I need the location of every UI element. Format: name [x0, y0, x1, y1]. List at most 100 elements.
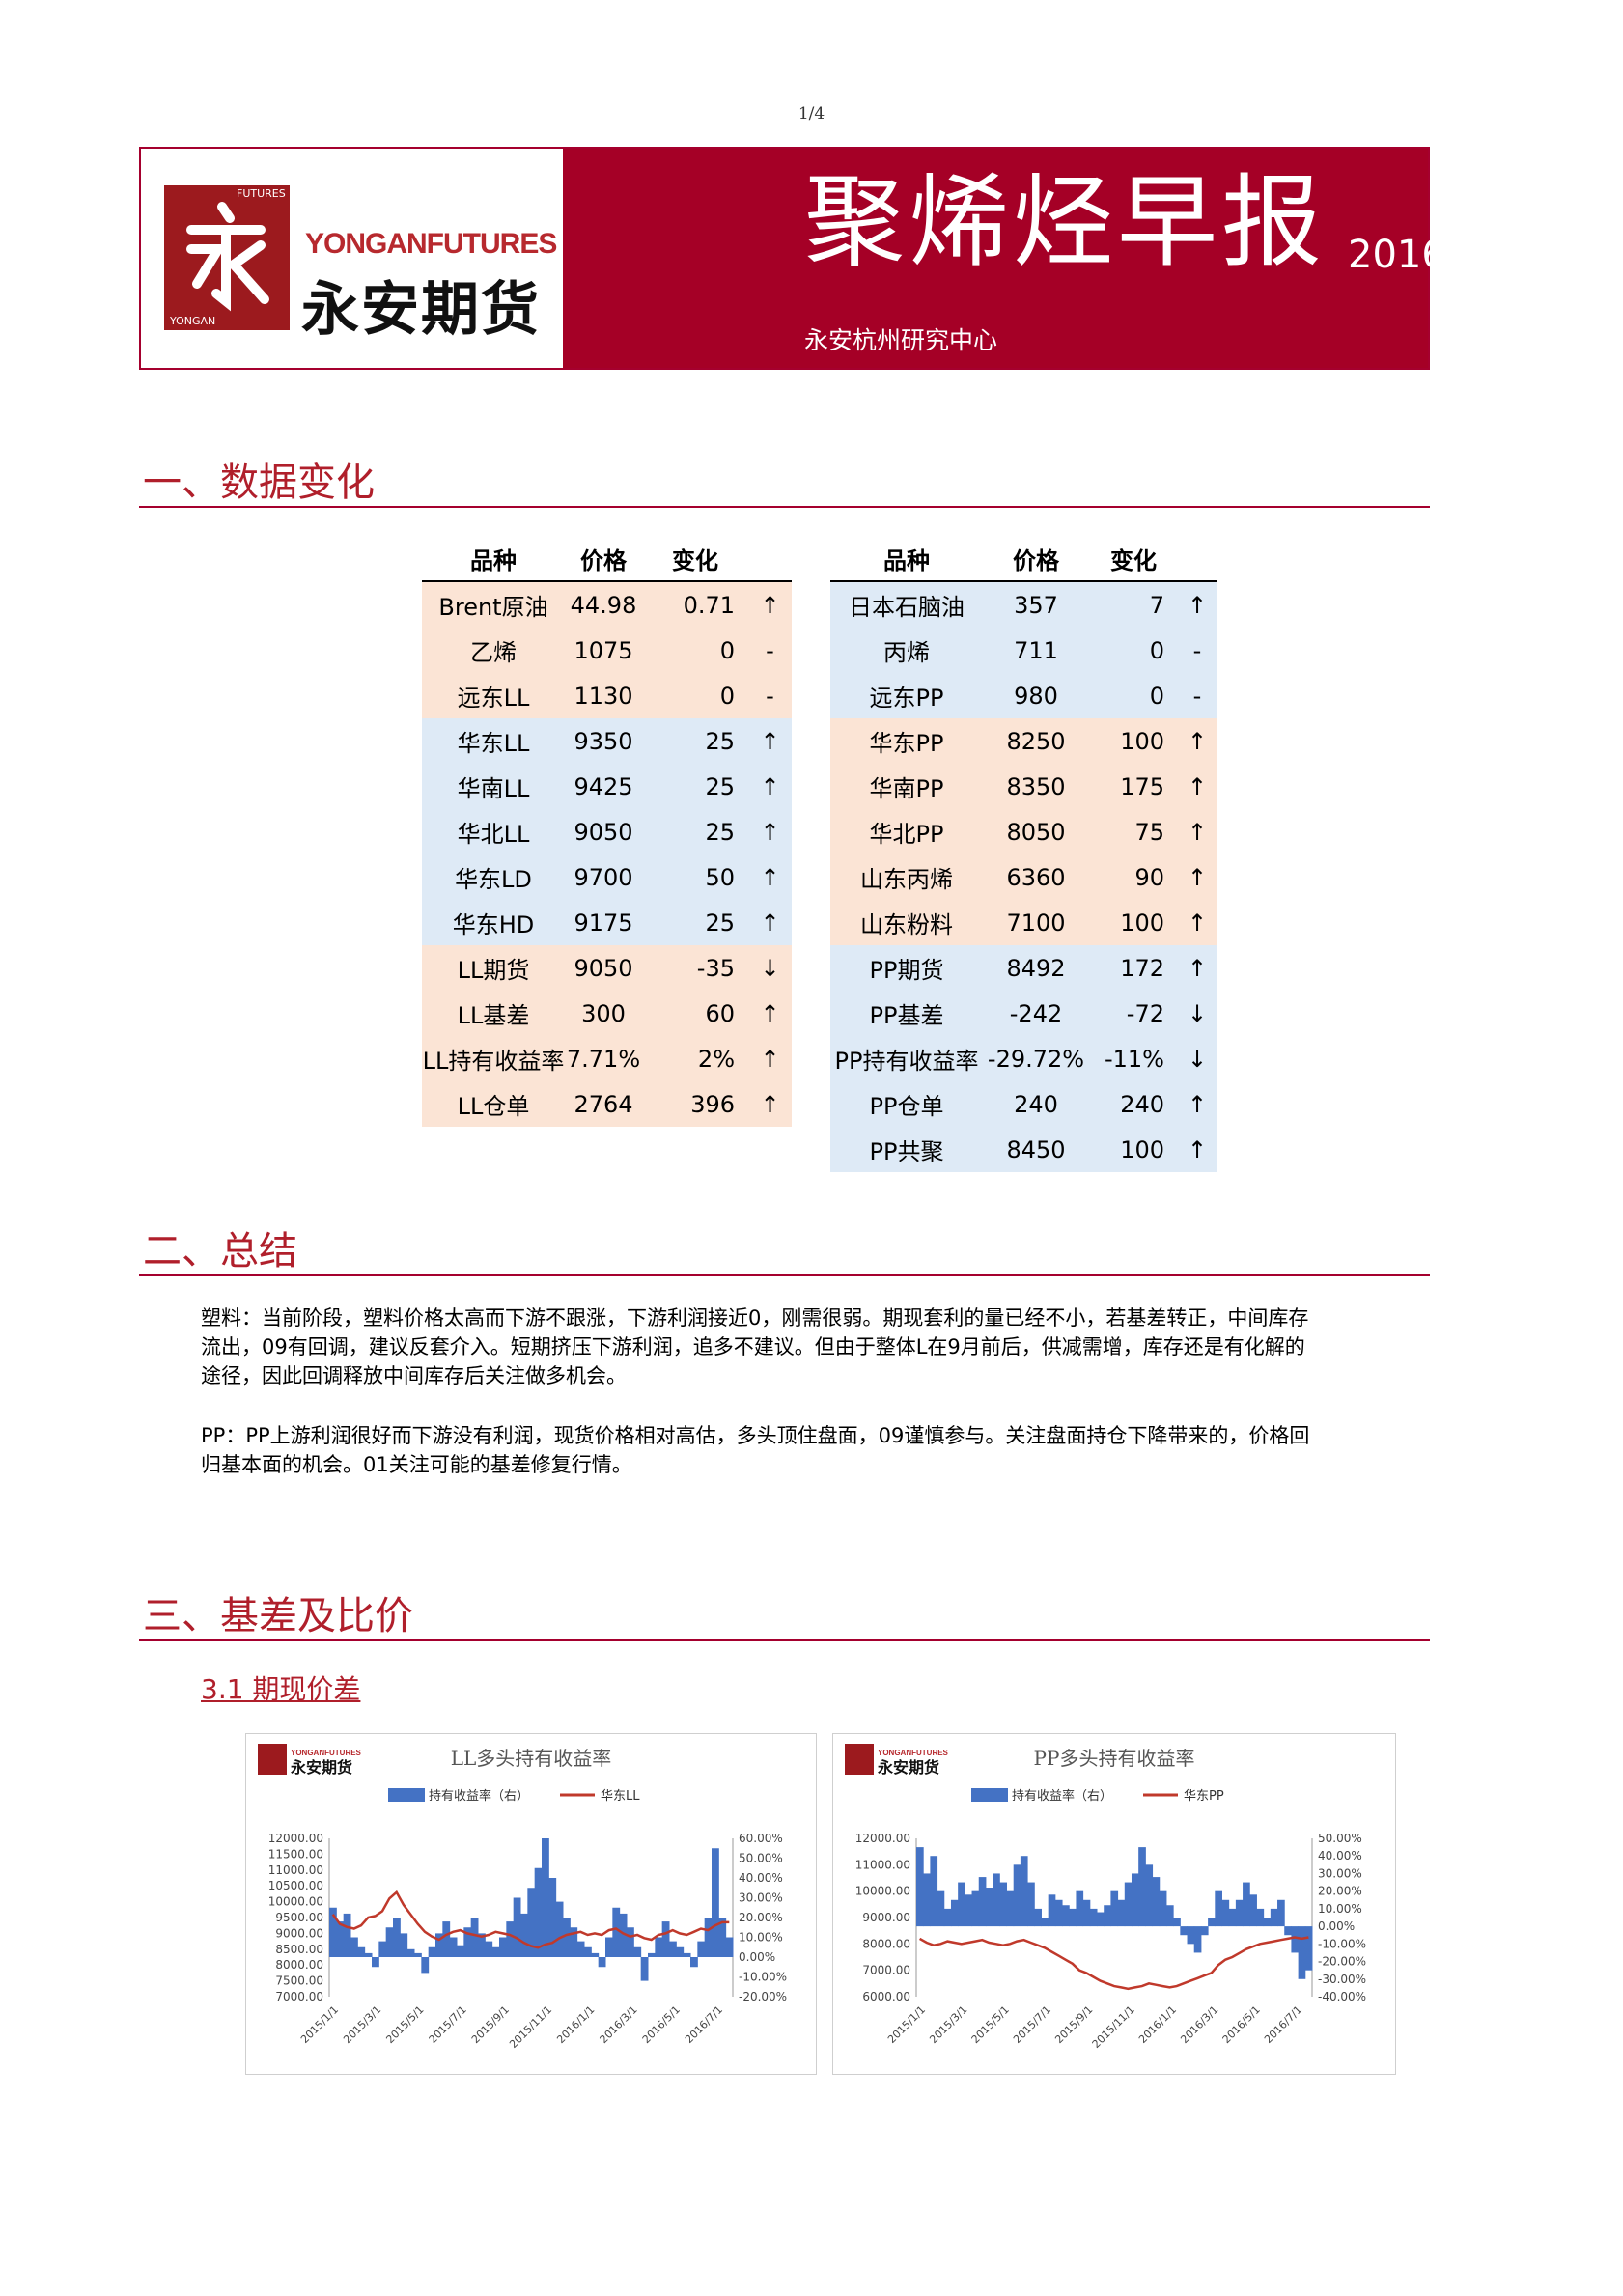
table-row: PP仓单 240 240 ↑	[830, 1081, 1217, 1127]
cell-variety: PP期货	[869, 957, 944, 984]
cell-price: 6360	[1006, 863, 1066, 891]
bar-mark	[1270, 1908, 1278, 1927]
bar-mark	[435, 1933, 443, 1957]
bar-mark	[712, 1848, 719, 1957]
bar-mark	[1228, 1908, 1237, 1927]
bar-mark	[1041, 1918, 1049, 1927]
left-tick-label: 8000.00	[275, 1958, 323, 1972]
cell-variety: 华南PP	[869, 775, 944, 802]
table-header-row: 品种 价格 变化	[830, 536, 1217, 582]
x-tick-label: 2015/9/1	[469, 2003, 512, 2046]
bar-mark	[1165, 1905, 1174, 1927]
cell-direction: ↑	[1187, 1090, 1208, 1118]
cell-price: 7100	[1006, 909, 1066, 937]
cell-direction: ↑	[1187, 727, 1208, 755]
bar-mark	[1235, 1899, 1244, 1927]
cell-variety: 华东PP	[869, 730, 944, 757]
cell-price: 9700	[574, 863, 633, 891]
x-tick-label: 2015/3/1	[341, 2003, 383, 2046]
cell-change: 240	[1120, 1090, 1164, 1118]
bar-mark	[627, 1927, 634, 1957]
right-tick-label: 0.00%	[1318, 1919, 1355, 1933]
bar-mark	[1152, 1877, 1161, 1927]
bar-mark	[1062, 1905, 1070, 1927]
price-series-line	[331, 1890, 730, 1949]
table-row: LL仓单 2764 396 ↑	[422, 1081, 792, 1127]
bar-mark	[958, 1882, 965, 1927]
cell-variety: PP共聚	[869, 1138, 944, 1165]
bar-mark	[612, 1907, 621, 1957]
cell-change: 75	[1134, 818, 1164, 846]
chart-title: LL多头持有收益率	[451, 1747, 612, 1770]
cell-price: -29.72%	[987, 1045, 1085, 1073]
cell-change: 0	[1149, 682, 1164, 710]
header-price: 价格	[983, 536, 1089, 582]
bar-mark	[930, 1856, 938, 1927]
header-change: 变化	[642, 536, 748, 582]
bar-mark	[1076, 1890, 1084, 1927]
cell-variety: LL基差	[457, 1002, 530, 1029]
yong-character-icon	[186, 202, 269, 312]
bar-mark	[697, 1941, 706, 1957]
table-row: 乙烯 1075 0 -	[422, 628, 792, 673]
legend-bar-label: 持有收益率（右）	[1012, 1788, 1112, 1804]
bar-mark	[1208, 1918, 1216, 1927]
bar-mark	[1243, 1882, 1250, 1927]
x-tick-label: 2015/11/1	[507, 2003, 554, 2051]
left-tick-label: 8000.00	[862, 1937, 910, 1950]
cell-direction: ↑	[1187, 591, 1208, 619]
logo-seal-top-text: FUTURES	[237, 187, 286, 200]
cell-variety: Brent原油	[438, 594, 548, 621]
bar-mark	[633, 1946, 642, 1957]
table-row: PP期货 8492 172 ↑	[830, 945, 1217, 991]
left-tick-label: 7000.00	[275, 1990, 323, 2003]
summary-line: 途径，因此回调释放中间库存后关注做多机会。	[201, 1364, 627, 1387]
header-variety: 品种	[422, 536, 565, 582]
chart-logo-seal	[258, 1744, 287, 1775]
cell-direction: ↑	[1187, 818, 1208, 846]
cell-price: 357	[1014, 591, 1058, 619]
bar-mark	[1193, 1926, 1202, 1953]
cell-direction: ↑	[760, 863, 780, 891]
right-tick-label: 60.00%	[739, 1832, 783, 1845]
cell-variety: 丙烯	[883, 639, 930, 666]
cell-price: 1130	[574, 682, 633, 710]
bar-mark	[1145, 1864, 1154, 1927]
bar-mark	[378, 1941, 387, 1957]
bar-mark	[1187, 1926, 1195, 1945]
x-tick-label: 2016/5/1	[640, 2003, 683, 2046]
bar-mark	[923, 1873, 931, 1927]
cell-variety: 华东LD	[455, 866, 532, 893]
bar-mark	[542, 1838, 549, 1957]
chart-logo-cn: 永安期货	[877, 1758, 939, 1777]
bar-mark	[1020, 1856, 1028, 1927]
legend-bar-swatch	[388, 1788, 425, 1802]
logo-seal-bottom-text: YONGAN	[170, 315, 216, 327]
left-tick-label: 12000.00	[268, 1832, 323, 1845]
right-data-table: 品种 价格 变化 日本石脑油 357 7 ↑ 丙烯 711 0- 远东PP 980 0- 华东PP 8…	[830, 536, 1217, 1172]
bar-mark	[470, 1918, 479, 1957]
left-tick-label: 10000.00	[268, 1895, 323, 1909]
bar-mark	[357, 1946, 366, 1957]
table-row: 远东PP 980 0-	[830, 673, 1217, 718]
bar-mark	[520, 1913, 528, 1957]
table-row: PP共聚 8450 100 ↑	[830, 1127, 1217, 1172]
left-tick-label: 8500.00	[275, 1943, 323, 1956]
cell-variety: 华北LL	[457, 821, 530, 848]
bar-mark	[534, 1867, 543, 1957]
logo-chinese: 永安期货	[301, 276, 541, 344]
table-row: 华东PP 8250 100 ↑	[830, 718, 1217, 764]
left-tick-label: 7000.00	[862, 1964, 910, 1977]
cell-variety: LL期货	[457, 957, 530, 984]
bar-mark	[591, 1952, 600, 1957]
logo-seal: FUTURES YONGAN	[164, 185, 290, 330]
bar-mark	[576, 1941, 585, 1957]
table-row: PP持有收益率 -29.72% -11% ↓	[830, 1036, 1217, 1081]
bar-mark	[548, 1878, 557, 1957]
bar-mark	[1173, 1918, 1181, 1927]
left-tick-label: 11000.00	[268, 1863, 323, 1877]
right-tick-label: -40.00%	[1318, 1990, 1366, 2003]
cell-direction: ↓	[760, 954, 780, 982]
bar-mark	[1298, 1926, 1306, 1979]
left-data-table: 品种 价格 变化 Brent原油 44.98 0.71 ↑ 乙烯 1075 0 - 远东LL 11…	[422, 536, 792, 1127]
